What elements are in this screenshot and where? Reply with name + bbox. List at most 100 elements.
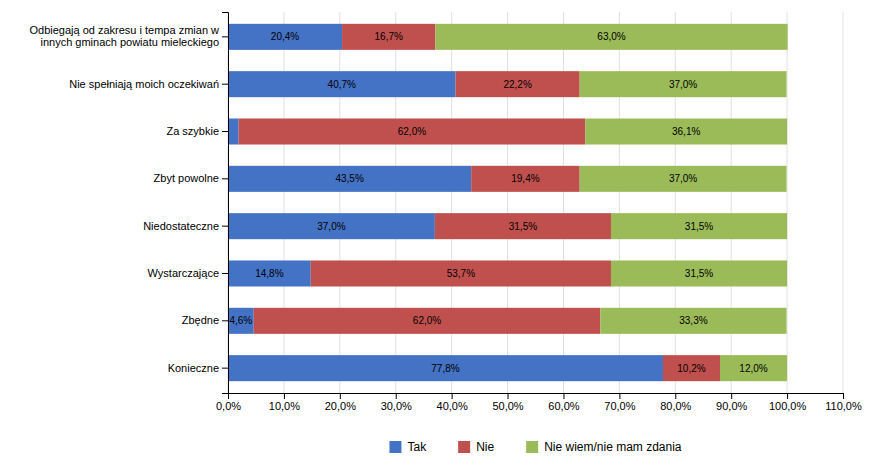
data-label: 37,0% [669,79,697,90]
bars [228,24,788,381]
bar-segment [585,118,787,144]
data-label: 16,7% [375,31,403,42]
data-label: 33,3% [679,315,707,326]
bar-segment [228,308,254,334]
bar-segment [435,213,611,239]
y-tick-label-line: Zbyt powolne [154,172,219,184]
legend-label: Nie wiem/nie mam zdania [544,440,682,454]
grid-line [339,12,340,393]
grid-line [619,12,620,393]
grid [228,12,843,393]
y-tick-mark [222,273,228,274]
x-tick: 10,0% [269,393,300,412]
legend-label: Nie [476,440,494,454]
data-label: 77,8% [431,363,459,374]
y-tick: Niedostateczne [143,220,228,232]
x-tick-mark [787,393,788,399]
grid-line [507,12,508,393]
y-tick-label: Zbędne [182,314,219,326]
bar-segment [228,118,239,144]
x-tick-label: 70,0% [604,400,635,412]
x-tick-label: 50,0% [492,400,523,412]
bar-segment [600,308,786,334]
x-tick-label: 40,0% [437,400,468,412]
x-tick-label: 0,0% [216,400,241,412]
data-label: 12,0% [739,363,767,374]
grid-line [283,12,284,393]
y-tick-mark [222,368,228,369]
data-label: 31,5% [509,221,537,232]
x-tick: 70,0% [604,393,635,412]
x-tick-mark [340,393,341,399]
x-axis-line [229,394,844,400]
bar-segment [720,355,787,381]
bar-segment [311,260,611,286]
y-tick-label: Nie spełniają moich oczekiwań [69,78,219,90]
x-tick: 50,0% [492,393,523,412]
bar-segment [471,166,579,192]
legend: Tak Nie Nie wiem/nie mam zdania [389,440,681,454]
data-label: 14,8% [255,268,283,279]
x-tick-label: 110,0% [825,400,862,412]
grid-line [843,12,844,393]
legend-label: Tak [407,440,427,454]
y-tick-label-line: Nie spełniają moich oczekiwań [69,78,219,90]
plot: 0,0% 10,0% 20,0% 30,0% 40,0% 50,0% 60,0% 70,0% 8… [29,12,862,412]
x-tick-label: 60,0% [548,400,579,412]
data-label: 37,0% [317,221,345,232]
x-tick-label: 20,0% [325,400,356,412]
x-tick-label: 80,0% [660,400,691,412]
x-tick: 110,0% [825,393,862,412]
x-tick-mark [731,393,732,399]
y-tick-mark [222,178,228,179]
data-label: 19,4% [511,173,539,184]
y-tick-label-line: Za szybkie [166,125,219,137]
x-tick-mark [675,393,676,399]
data-label: 62,0% [413,315,441,326]
bar-segment [239,118,586,144]
bar-segment [254,308,601,334]
y-axis: Odbiegają od zakresu i tempa zmian winny… [29,13,228,394]
legend-swatch [526,441,538,453]
y-tick: Zbędne [182,314,228,326]
y-tick-mark [222,320,228,321]
data-label: 40,7% [328,79,356,90]
data-label: 53,7% [447,268,475,279]
grid-line [787,12,788,393]
x-tick: 60,0% [548,393,579,412]
y-tick-label: Niedostateczne [143,220,219,232]
y-tick-label: Konieczne [168,362,219,374]
bar-segment [228,166,471,192]
data-label: 36,1% [672,126,700,137]
grid-line [675,12,676,393]
y-tick: Zbyt powolne [154,172,228,184]
x-tick-mark [563,393,564,399]
y-tick-label: Wystarczające [148,267,219,279]
bar-segment [228,355,663,381]
x-tick-mark [619,393,620,399]
data-label: 37,0% [669,173,697,184]
y-tick: Wystarczające [148,267,228,279]
data-label: 20,4% [271,31,299,42]
y-tick-mark [222,36,228,37]
x-tick-mark [396,393,397,399]
x-tick-label: 30,0% [381,400,412,412]
y-tick: Konieczne [168,362,228,374]
bar-segment [456,71,580,97]
bar-segment [228,24,342,50]
grid-line [731,12,732,393]
y-tick-label: Za szybkie [166,125,219,137]
y-tick-label-line: Wystarczające [148,267,219,279]
y-tick-label: Zbyt powolne [154,172,219,184]
data-label: 4,6% [229,315,252,326]
x-tick: 80,0% [660,393,691,412]
x-tick-label: 90,0% [716,400,747,412]
data-label: 62,0% [398,126,426,137]
bar-segment [611,260,787,286]
data-labels: 20,4%16,7%63,0%40,7%22,2%37,0%62,0%36,1%… [229,31,767,373]
bar-segment [580,166,787,192]
grid-line [563,12,564,393]
bar-segment [663,355,720,381]
y-tick: Nie spełniają moich oczekiwań [69,78,228,90]
bar-segment [342,24,435,50]
